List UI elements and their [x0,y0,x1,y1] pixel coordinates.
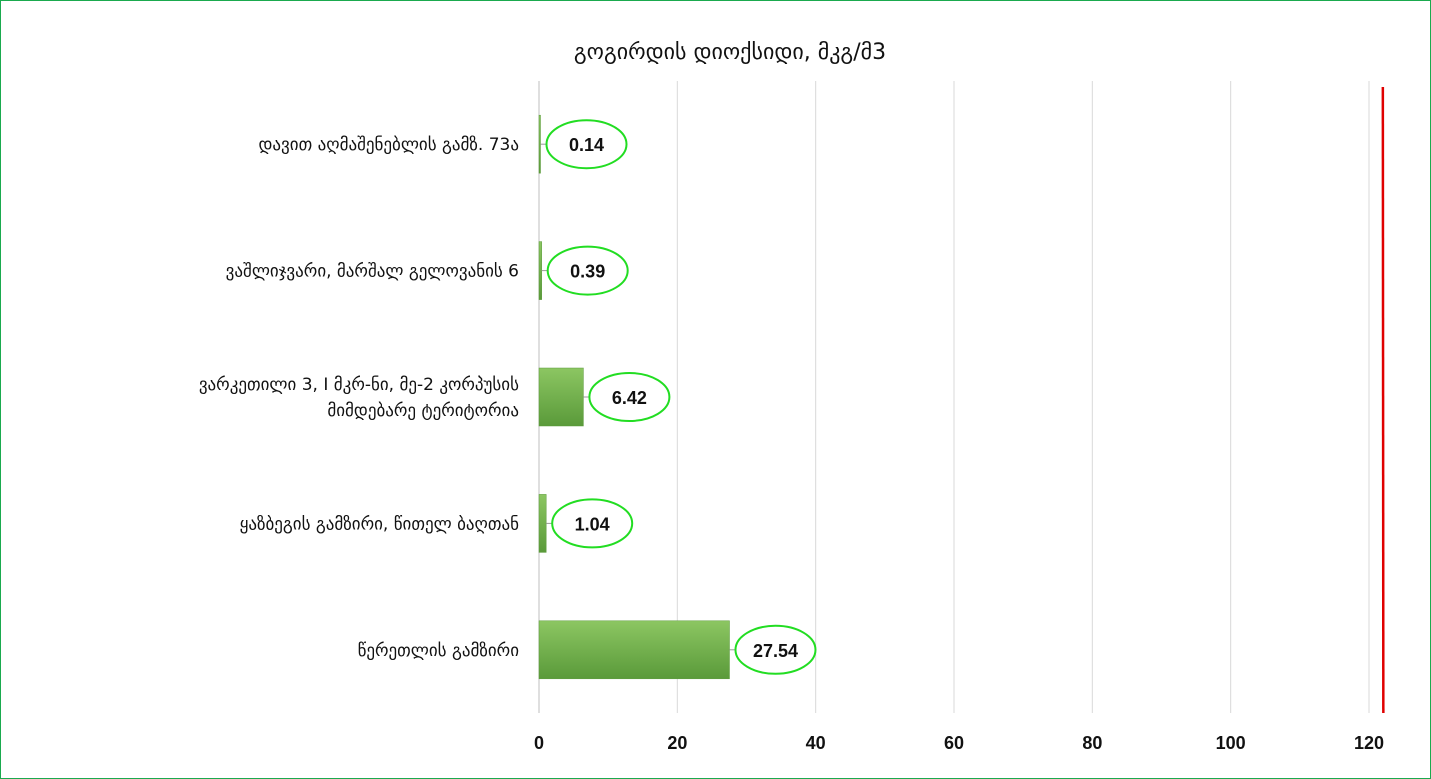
category-label: ყაზბეგის გამზირი, წითელ ბაღთან [240,514,520,534]
x-tick-label: 100 [1216,733,1246,753]
data-label: 6.42 [612,388,647,408]
category-label: ვარკეთილი 3, I მკრ-ნი, მე-2 კორპუსის მიმდ… [199,375,519,421]
category-labels: დავით აღმაშენებლის გამზ. 73ა ვაშლიჯვარი, … [199,135,519,661]
data-label-oval [546,245,629,296]
x-tick-label: 120 [1354,733,1384,753]
data-label: 0.14 [569,135,604,155]
data-label-oval [545,119,628,170]
category-label: წერეთლის გამზირი [358,641,519,661]
x-tick-label: 0 [534,733,544,753]
x-tick-label: 20 [667,733,687,753]
data-label-oval [734,624,817,675]
category-label: დავით აღმაშენებლის გამზ. 73ა [259,135,519,155]
bars: 0.14 0.39 6.42 1.04 27.54 [538,114,817,680]
reference-line-layer [1381,86,1385,714]
x-tick-label: 60 [944,733,964,753]
reference-line [1381,86,1385,714]
data-label: 0.39 [570,262,605,282]
x-tick-label: 80 [1082,733,1102,753]
category-label: ვაშლიჯვარი, მარშალ გელოვანის 6 [226,262,519,282]
bar [538,241,542,300]
bar [538,620,730,680]
x-tick-label: 40 [806,733,826,753]
data-label-oval [588,372,671,422]
bar [538,494,547,553]
gridlines [538,81,1370,713]
chart-title: გოგირდის დიოქსიდი, მკგ/მ3 [574,40,886,65]
data-label-oval [551,498,634,549]
bar [538,114,541,174]
data-label: 27.54 [753,641,798,661]
x-axis-ticks: 0 20 40 60 80 100 120 [534,733,1384,753]
data-label: 1.04 [575,514,610,534]
bar [538,367,584,427]
